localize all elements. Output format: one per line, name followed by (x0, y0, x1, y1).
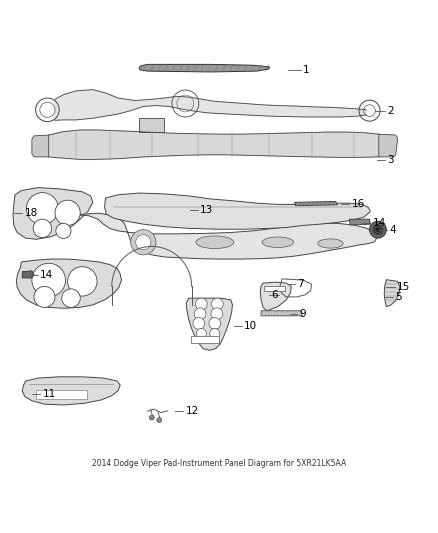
Polygon shape (32, 135, 49, 157)
Bar (36, 390, 87, 399)
Circle shape (26, 192, 58, 224)
Circle shape (136, 235, 151, 250)
Text: 2014 Dodge Viper Pad-Instrument Panel Diagram for 5XR21LK5AA: 2014 Dodge Viper Pad-Instrument Panel Di… (92, 459, 346, 468)
Circle shape (196, 328, 206, 338)
Text: 5: 5 (396, 292, 402, 302)
Ellipse shape (318, 239, 343, 248)
Polygon shape (261, 311, 302, 316)
Text: 15: 15 (397, 282, 410, 292)
Polygon shape (139, 118, 164, 132)
Circle shape (210, 328, 220, 338)
Circle shape (195, 298, 207, 310)
Circle shape (193, 318, 205, 329)
Polygon shape (13, 188, 93, 239)
Polygon shape (22, 271, 34, 278)
Polygon shape (105, 193, 371, 229)
Polygon shape (186, 298, 233, 350)
Circle shape (376, 228, 380, 232)
Circle shape (211, 308, 223, 320)
Circle shape (373, 224, 383, 235)
Polygon shape (295, 201, 338, 206)
Bar (265, 286, 285, 292)
Text: 2: 2 (387, 106, 394, 116)
Polygon shape (76, 213, 377, 259)
Circle shape (212, 298, 223, 310)
Circle shape (55, 200, 80, 225)
Ellipse shape (196, 236, 234, 248)
Polygon shape (49, 130, 379, 159)
Polygon shape (16, 259, 121, 308)
Circle shape (62, 289, 80, 308)
Polygon shape (260, 282, 291, 311)
Text: 7: 7 (297, 279, 304, 289)
Text: 11: 11 (42, 389, 56, 399)
Circle shape (370, 221, 386, 238)
Polygon shape (384, 280, 400, 306)
Circle shape (32, 263, 66, 297)
Polygon shape (139, 64, 269, 72)
Text: 18: 18 (25, 208, 38, 218)
Text: 14: 14 (40, 270, 53, 280)
Circle shape (149, 415, 154, 420)
Text: 4: 4 (389, 224, 396, 235)
Bar (191, 336, 219, 343)
Polygon shape (379, 134, 398, 157)
Polygon shape (55, 90, 366, 120)
Text: 9: 9 (299, 309, 306, 319)
Circle shape (209, 318, 221, 329)
Text: 12: 12 (185, 406, 198, 416)
Circle shape (194, 308, 206, 320)
Ellipse shape (262, 237, 293, 247)
Text: 1: 1 (303, 65, 310, 75)
Circle shape (56, 223, 71, 238)
Circle shape (67, 266, 97, 296)
Circle shape (157, 417, 162, 423)
Text: 6: 6 (272, 290, 278, 300)
Text: 13: 13 (200, 205, 213, 215)
Circle shape (33, 219, 52, 238)
Polygon shape (350, 219, 371, 225)
Text: 14: 14 (372, 219, 386, 228)
Circle shape (34, 286, 55, 308)
Text: 3: 3 (387, 155, 394, 165)
Text: 10: 10 (244, 321, 258, 332)
Polygon shape (22, 377, 120, 405)
Circle shape (131, 230, 156, 255)
Text: 16: 16 (351, 199, 365, 209)
